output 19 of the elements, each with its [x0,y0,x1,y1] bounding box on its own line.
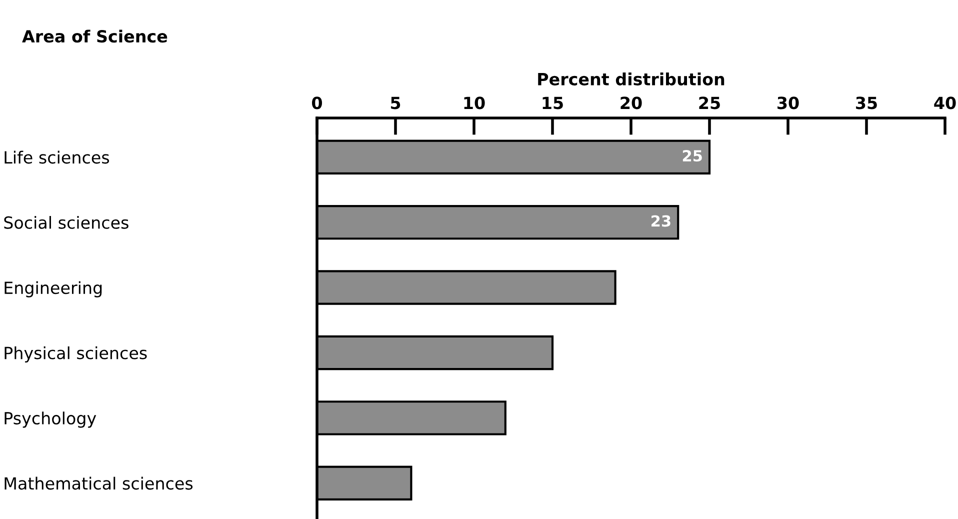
y-tick-label: Mathematical sciences [4,476,193,490]
x-tick-label: 15 [542,96,563,110]
x-tick-label: 20 [620,96,642,110]
data-label: 23 [652,215,670,227]
data-label: 25 [682,150,702,162]
y-axis-title: Area of Science [22,30,168,43]
x-tick-label: 25 [699,96,720,110]
y-tick-label: Life sciences [4,150,110,164]
x-axis-title: Percent distribution [538,72,724,86]
x-tick-label: 35 [856,96,877,110]
y-tick-label: Social sciences [4,216,128,229]
y-tick-label: Psychology [4,412,96,428]
x-tick-label: 5 [390,96,400,110]
x-tick-label: 0 [312,96,322,110]
x-tick-label: 10 [464,96,485,110]
y-tick-label: Physical sciences [4,346,147,363]
x-tick-label: 30 [778,96,799,110]
x-tick-label: 40 [934,96,956,110]
y-tick-label: Engineering [4,281,102,298]
